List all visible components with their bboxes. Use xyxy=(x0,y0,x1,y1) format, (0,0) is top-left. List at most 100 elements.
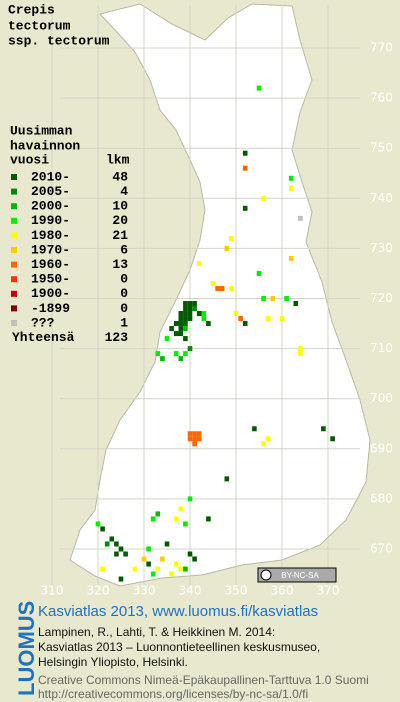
occurrence-square xyxy=(330,436,335,442)
occurrence-square xyxy=(178,316,184,322)
occurrence-square xyxy=(100,566,105,572)
brand: LUOMUS xyxy=(14,601,34,696)
legend-swatch xyxy=(11,290,17,297)
occurrence-square xyxy=(187,431,193,437)
legend-count: 10 xyxy=(112,199,128,214)
occurrence-square xyxy=(192,431,197,437)
occurrence-square xyxy=(219,285,225,291)
occurrence-square xyxy=(288,185,294,191)
legend-label: -1899 xyxy=(31,301,70,316)
footer-link: Kasviatlas 2013, www.luomus.fi/kasviatla… xyxy=(38,603,319,620)
occurrence-square xyxy=(233,311,239,317)
occurrence-square xyxy=(132,566,138,572)
occurrence-square xyxy=(293,301,299,307)
occurrence-square xyxy=(256,270,262,276)
occurrence-square xyxy=(141,556,147,562)
occurrence-square xyxy=(242,205,248,211)
legend-count: 1 xyxy=(120,315,128,330)
occurrence-square xyxy=(178,326,184,332)
title-line: ssp. tectorum xyxy=(8,33,110,48)
occurrence-square xyxy=(114,541,119,547)
occurrence-square xyxy=(279,316,285,322)
y-tick-label: 700 xyxy=(370,391,393,405)
x-tick-label: 360 xyxy=(271,584,294,598)
occurrence-square xyxy=(261,295,266,302)
occurrence-square xyxy=(155,351,161,357)
legend-heading: vuosi xyxy=(10,152,49,167)
occurrence-square xyxy=(183,306,188,312)
occurrence-square xyxy=(169,571,174,577)
occurrence-square xyxy=(256,85,262,91)
occurrence-square xyxy=(178,356,184,362)
occurrence-square xyxy=(150,571,156,577)
occurrence-square xyxy=(196,311,202,317)
occurrence-square xyxy=(178,311,184,317)
y-tick-label: 750 xyxy=(370,141,393,155)
occurrence-square xyxy=(183,351,188,357)
y-tick-label: 730 xyxy=(370,241,393,255)
citation-line: Helsingin Yliopisto, Helsinki. xyxy=(38,655,188,669)
occurrence-square xyxy=(321,426,326,432)
occurrence-square xyxy=(242,165,248,171)
legend-swatch xyxy=(11,276,17,283)
license-badge-text: BY-NC-SA xyxy=(281,571,319,580)
occurrence-square xyxy=(298,351,303,357)
occurrence-square xyxy=(164,336,170,342)
occurrence-square xyxy=(192,556,197,562)
brand-text: LUOMUS xyxy=(14,601,34,696)
license-line: http://creativecommons.org/licenses/by-n… xyxy=(38,687,309,701)
occurrence-square xyxy=(155,511,161,517)
occurrence-square xyxy=(242,321,248,327)
legend-label: 2005- xyxy=(31,184,70,199)
occurrence-square xyxy=(118,546,124,552)
occurrence-square xyxy=(160,556,165,562)
legend-count: 21 xyxy=(112,228,128,243)
legend-swatch xyxy=(11,261,17,268)
legend-label: 1970- xyxy=(31,242,70,257)
occurrence-square xyxy=(192,436,197,442)
y-tick-label: 690 xyxy=(370,441,393,455)
occurrence-square xyxy=(178,331,184,337)
legend-heading: Uusimman xyxy=(10,123,73,138)
occurrence-square xyxy=(173,321,179,327)
legend-total: 123 xyxy=(105,330,129,345)
legend-count: 48 xyxy=(112,169,128,184)
y-tick-label: 710 xyxy=(370,341,393,355)
occurrence-square xyxy=(252,426,257,432)
occurrence-square xyxy=(183,521,188,527)
occurrence-square xyxy=(183,321,188,327)
title-line: Crepis xyxy=(8,2,55,17)
legend-count: 0 xyxy=(120,301,128,316)
occurrence-square xyxy=(265,436,271,442)
x-tick-label: 350 xyxy=(225,584,248,598)
occurrence-square xyxy=(196,431,202,437)
legend-label: ??? xyxy=(31,315,55,330)
occurrence-square xyxy=(242,150,248,156)
occurrence-square xyxy=(169,326,174,332)
occurrence-square xyxy=(288,175,294,181)
occurrence-square xyxy=(192,301,197,307)
occurrence-square xyxy=(229,285,234,291)
legend-heading: havainnon xyxy=(10,138,80,153)
occurrence-square xyxy=(155,566,161,572)
legend-label: 2000- xyxy=(31,199,70,214)
y-tick-label: 680 xyxy=(370,491,393,505)
occurrence-square xyxy=(187,316,193,322)
occurrence-square xyxy=(183,326,188,332)
occurrence-square xyxy=(183,311,188,317)
legend-count: 0 xyxy=(120,272,128,287)
legend-label: 1960- xyxy=(31,257,70,272)
y-tick-label: 670 xyxy=(370,542,393,556)
occurrence-square xyxy=(187,306,193,312)
occurrence-square xyxy=(100,526,105,532)
occurrence-square xyxy=(288,255,294,261)
license-badge: BY-NC-SA xyxy=(257,567,337,583)
legend-label: 1980- xyxy=(31,228,70,243)
legend-swatch xyxy=(11,305,17,312)
occurrence-square xyxy=(178,506,184,512)
x-tick-label: 330 xyxy=(133,584,156,598)
x-tick-label: 320 xyxy=(87,584,110,598)
legend-count: 6 xyxy=(120,242,128,257)
